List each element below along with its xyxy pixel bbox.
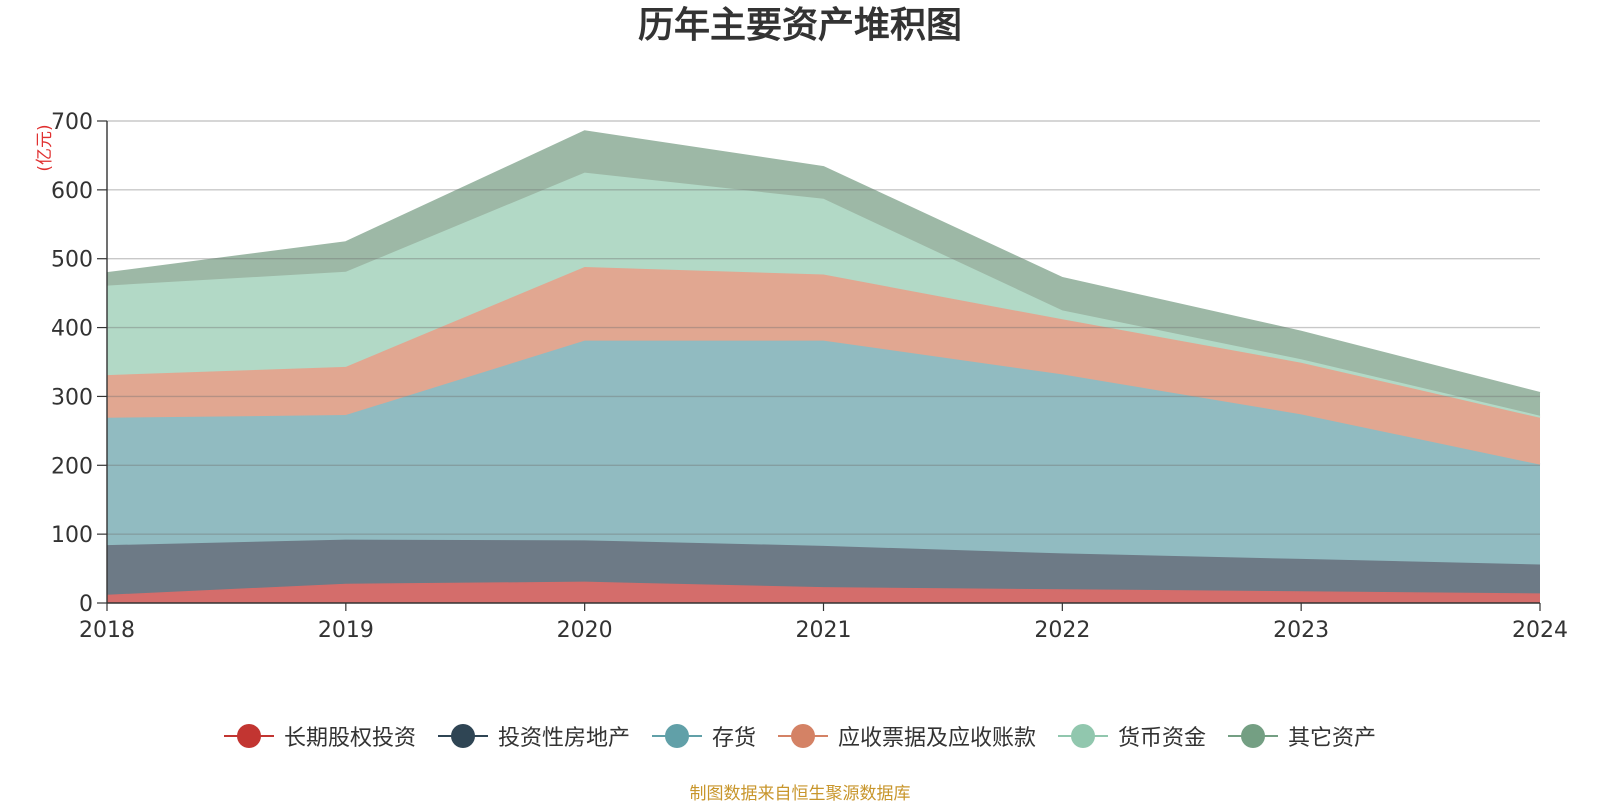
legend-item[interactable]: 货币资金 (1058, 720, 1206, 752)
y-tick-label: 100 (51, 523, 93, 548)
y-tick-label: 200 (51, 454, 93, 479)
legend-marker-icon (223, 724, 274, 748)
legend-label: 其它资产 (1288, 726, 1377, 751)
x-tick-label: 2022 (1034, 618, 1090, 643)
x-tick-label: 2021 (796, 618, 852, 643)
x-tick-label: 2018 (79, 618, 135, 643)
area-line-series-6 (106, 130, 1541, 394)
x-tick-label: 2023 (1273, 618, 1329, 643)
legend-label: 应收票据及应收账款 (838, 726, 1037, 751)
area-series-2 (107, 539, 1540, 595)
y-tick-label: 300 (51, 385, 93, 410)
x-tick-label: 2020 (557, 618, 613, 643)
x-tick-label: 2019 (318, 618, 374, 643)
legend-item[interactable]: 其它资产 (1228, 720, 1376, 752)
legend-item[interactable]: 长期股权投资 (223, 720, 416, 752)
area-series-4 (107, 266, 1540, 465)
x-tick-label: 2024 (1512, 618, 1568, 643)
legend-marker-icon (651, 724, 702, 748)
legend-marker-icon (437, 724, 488, 748)
legend-item[interactable]: 存货 (651, 720, 756, 752)
y-tick-label: 600 (51, 179, 93, 204)
legend-label: 存货 (711, 726, 756, 751)
y-tick-label: 400 (51, 317, 93, 342)
legend-marker-icon (1228, 724, 1279, 748)
area-series-3 (107, 340, 1540, 565)
y-tick-label: 500 (51, 248, 93, 273)
area-series-6 (107, 131, 1540, 416)
legend-item[interactable]: 投资性房地产 (437, 720, 630, 752)
legend-label: 长期股权投资 (283, 726, 416, 751)
legend-label: 投资性房地产 (497, 726, 630, 751)
legend-marker-icon (778, 724, 828, 748)
legend-marker-icon (1058, 724, 1109, 748)
y-tick-label: 0 (79, 592, 93, 617)
y-axis-unit-label: (亿元) (35, 124, 55, 171)
y-tick-label: 700 (51, 110, 93, 135)
source-note: 制图数据来自恒生聚源数据库 (689, 784, 911, 804)
area-series-5 (107, 172, 1540, 418)
legend: 长期股权投资 投资性房地产 存货 应收票据及应收账款 货币资金 其它资产 (0, 720, 1600, 752)
legend-item[interactable]: 应收票据及应收账款 (778, 720, 1036, 752)
chart-title: 历年主要资产堆积图 (637, 5, 962, 46)
legend-label: 货币资金 (1118, 726, 1207, 751)
area-series-1 (107, 581, 1540, 603)
